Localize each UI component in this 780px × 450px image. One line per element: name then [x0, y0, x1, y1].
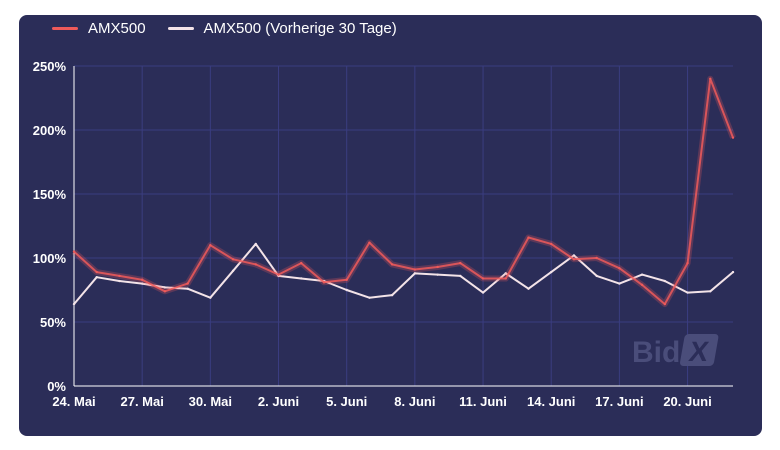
y-tick-label: 250% — [33, 59, 67, 74]
data-point-previous — [163, 286, 167, 289]
data-point-current — [95, 270, 98, 274]
x-tick-label: 8. Juni — [394, 394, 435, 409]
watermark-logo-text: Bid — [632, 336, 680, 369]
data-point-current — [459, 261, 462, 265]
y-tick-label: 50% — [40, 315, 66, 330]
data-point-previous — [186, 287, 189, 290]
data-point-current — [277, 273, 280, 276]
series-line-current — [73, 77, 734, 306]
x-tick-label: 14. Juni — [527, 394, 575, 409]
data-point-previous — [95, 276, 98, 279]
data-point-previous — [209, 296, 212, 299]
data-point-current — [550, 242, 553, 246]
data-point-previous — [72, 302, 76, 306]
data-point-current — [504, 277, 507, 280]
data-point-previous — [595, 274, 598, 278]
x-tick-label: 17. Juni — [595, 394, 643, 409]
data-point-previous — [390, 293, 394, 297]
data-point-previous — [504, 272, 507, 275]
data-point-current — [231, 258, 235, 261]
y-axis: 0% 50% 100% 150% 200% 250% — [33, 59, 75, 394]
data-point-current — [481, 277, 485, 280]
data-point-current — [186, 282, 189, 285]
data-point-current — [254, 263, 257, 266]
data-point-current — [322, 281, 326, 284]
data-point-previous — [436, 273, 439, 276]
x-tick-label: 27. Mai — [120, 394, 163, 409]
legend-label-previous: AMX500 (Vorherige 30 Tage) — [203, 20, 397, 37]
x-tick-label: 2. Juni — [258, 394, 299, 409]
x-tick-label: 5. Juni — [326, 394, 367, 409]
data-point-previous — [345, 288, 348, 292]
data-point-previous — [459, 274, 462, 278]
data-point-current — [595, 256, 598, 260]
chart-legend: AMX500 AMX500 (Vorherige 30 Tage) — [52, 20, 419, 37]
data-point-current — [731, 136, 735, 139]
data-point-previous — [254, 242, 257, 246]
legend-swatch-previous — [167, 27, 194, 30]
data-point-current — [118, 274, 121, 278]
data-point-previous — [731, 270, 735, 274]
data-point-current — [686, 261, 689, 265]
y-tick-label: 200% — [33, 123, 67, 138]
data-point-previous — [709, 290, 712, 293]
legend-item-amx500-previous[interactable]: AMX500 (Vorherige 30 Tage) — [167, 20, 397, 37]
data-point-current — [709, 77, 712, 81]
data-point-current — [572, 258, 576, 261]
data-point-current — [618, 267, 621, 270]
data-point-current — [300, 261, 303, 265]
data-point-previous — [481, 291, 485, 294]
x-tick-label: 30. Mai — [189, 394, 232, 409]
data-point-previous — [413, 272, 417, 275]
x-axis: 24. Mai 27. Mai 30. Mai 2. Juni 5. Juni 8. Ju… — [52, 385, 733, 409]
data-point-previous — [231, 269, 235, 272]
y-tick-label: 0% — [47, 379, 66, 394]
data-point-previous — [663, 279, 667, 283]
data-point-previous — [572, 254, 576, 257]
watermark: Bid X — [632, 334, 719, 369]
data-point-previous — [686, 291, 689, 294]
y-tick-label: 100% — [33, 251, 67, 266]
data-point-previous — [527, 287, 530, 290]
data-point-current — [72, 250, 76, 253]
data-point-current — [345, 278, 348, 281]
data-point-current — [640, 283, 644, 287]
data-point-previous — [550, 270, 553, 274]
x-tick-label: 11. Juni — [459, 394, 507, 409]
data-point-previous — [618, 282, 621, 285]
x-tick-label: 24. Mai — [52, 394, 95, 409]
watermark-logo-mark: X — [680, 334, 719, 367]
series-line-current-glow — [71, 75, 736, 308]
legend-swatch-current — [52, 27, 78, 30]
data-point-current — [436, 265, 439, 269]
data-point-current — [163, 290, 167, 293]
y-tick-label: 150% — [33, 187, 67, 202]
series-lines — [71, 75, 736, 308]
data-point-previous — [640, 273, 644, 276]
chart-card — [19, 15, 762, 436]
data-point-current — [368, 241, 371, 244]
legend-item-amx500[interactable]: AMX500 — [52, 20, 146, 37]
data-point-current — [663, 302, 667, 306]
watermark-mark-box — [680, 334, 719, 366]
data-point-current — [140, 278, 144, 281]
series-line-previous — [73, 242, 734, 305]
x-tick-label: 20. Juni — [663, 394, 711, 409]
data-point-previous — [368, 296, 371, 299]
data-point-current — [413, 268, 417, 271]
data-point-current — [527, 236, 530, 239]
data-point-previous — [118, 279, 121, 283]
data-point-current — [209, 244, 212, 247]
data-point-current — [390, 263, 394, 266]
data-point-previous — [300, 277, 303, 280]
legend-label-current: AMX500 — [88, 20, 146, 37]
data-point-previous — [140, 282, 144, 285]
